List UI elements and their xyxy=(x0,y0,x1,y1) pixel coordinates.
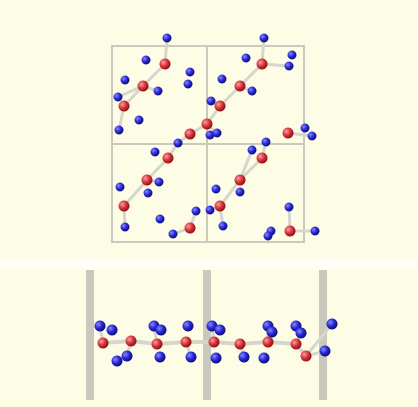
top-view-panel xyxy=(111,33,320,243)
red-atom xyxy=(256,152,268,164)
red-atom xyxy=(234,338,246,350)
red-atom xyxy=(137,80,149,92)
blue-atom xyxy=(206,96,216,106)
blue-atom xyxy=(266,326,278,338)
panel-separator xyxy=(0,258,418,270)
red-atom xyxy=(180,336,192,348)
blue-atom xyxy=(121,350,133,362)
blue-atom xyxy=(287,50,297,60)
blue-atom xyxy=(307,131,317,141)
blue-atom xyxy=(284,61,294,71)
blue-atom xyxy=(247,145,257,155)
red-atom xyxy=(234,174,246,186)
blue-atom xyxy=(182,320,194,332)
blue-atom xyxy=(155,214,165,224)
blue-atom xyxy=(319,345,331,357)
blue-atom xyxy=(111,355,123,367)
blue-atom xyxy=(154,351,166,363)
blue-atom xyxy=(94,320,106,332)
blue-atom xyxy=(284,202,294,212)
red-atom xyxy=(141,174,153,186)
red-atom xyxy=(256,58,268,70)
red-atom xyxy=(300,350,312,362)
blue-atom xyxy=(300,123,310,133)
red-atom xyxy=(284,225,296,237)
blue-atom xyxy=(185,351,197,363)
red-atom xyxy=(159,58,171,70)
blue-atom xyxy=(173,138,183,148)
blue-atom xyxy=(217,74,227,84)
blue-atom xyxy=(210,352,222,364)
blue-atom xyxy=(143,188,153,198)
blue-atom xyxy=(114,125,124,135)
blue-atom xyxy=(106,324,118,336)
side-view-atoms xyxy=(94,318,338,367)
blue-atom xyxy=(168,229,178,239)
blue-atom xyxy=(154,177,164,187)
red-atom xyxy=(125,335,137,347)
blue-atom xyxy=(205,205,215,215)
red-atom xyxy=(201,118,213,130)
red-atom xyxy=(97,337,109,349)
top-view-atoms xyxy=(113,33,320,241)
blue-atom xyxy=(258,352,270,364)
blue-atom xyxy=(263,231,273,241)
blue-atom xyxy=(120,75,130,85)
red-atom xyxy=(118,100,130,112)
cell-post-middle xyxy=(203,270,211,400)
red-atom xyxy=(282,127,294,139)
blue-atom xyxy=(211,184,221,194)
blue-atom xyxy=(310,226,320,236)
blue-atom xyxy=(115,182,125,192)
blue-atom xyxy=(134,115,144,125)
blue-atom xyxy=(247,86,257,96)
blue-atom xyxy=(238,351,250,363)
red-atom xyxy=(208,336,220,348)
red-atom xyxy=(290,338,302,350)
blue-atom xyxy=(205,130,215,140)
blue-atom xyxy=(218,221,228,231)
red-atom xyxy=(214,200,226,212)
blue-atom xyxy=(261,137,271,147)
blue-atom xyxy=(155,324,167,336)
blue-atom xyxy=(185,67,195,77)
blue-atom xyxy=(120,222,130,232)
red-atom xyxy=(118,200,130,212)
blue-atom xyxy=(212,128,222,138)
blue-atom xyxy=(141,55,151,65)
blue-atom xyxy=(183,79,193,89)
blue-atom xyxy=(235,187,245,197)
blue-atom xyxy=(150,147,160,157)
side-view-panel xyxy=(86,270,338,400)
blue-atom xyxy=(295,327,307,339)
blue-atom xyxy=(162,33,172,43)
cell-post-left xyxy=(86,270,94,400)
red-atom xyxy=(234,80,246,92)
blue-atom xyxy=(214,324,226,336)
red-atom xyxy=(162,152,174,164)
red-atom xyxy=(214,100,226,112)
red-atom xyxy=(151,338,163,350)
bond xyxy=(304,322,334,358)
blue-atom xyxy=(113,92,123,102)
blue-atom xyxy=(259,33,269,43)
blue-atom xyxy=(153,86,163,96)
bond xyxy=(122,178,149,208)
blue-atom xyxy=(191,206,201,216)
blue-atom xyxy=(241,53,251,63)
red-atom xyxy=(184,222,196,234)
blue-atom xyxy=(326,318,338,330)
red-atom xyxy=(262,336,274,348)
red-atom xyxy=(184,128,196,140)
